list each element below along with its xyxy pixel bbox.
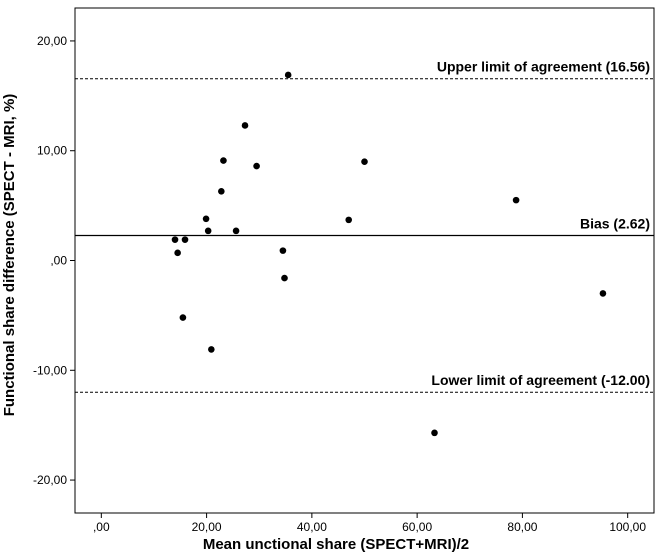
data-point (171, 236, 179, 243)
reference-line-label-2: Lower limit of agreement (-12.00) (431, 372, 650, 388)
x-axis-title: Mean unctional share (SPECT+MRI)/2 (203, 536, 469, 553)
data-point (281, 274, 288, 282)
data-point (204, 227, 212, 235)
reference-line-label-0: Upper limit of agreement (16.56) (437, 59, 650, 75)
y-tick-label: -10,00 (33, 363, 67, 377)
x-tick-label: ,00 (93, 520, 110, 534)
y-tick-label: 10,00 (37, 144, 67, 158)
data-point (181, 236, 189, 243)
x-tick-label: 60,00 (402, 520, 432, 534)
x-axis: ,00 20,00 40,00 60,00 80,00 100,00 (93, 513, 646, 534)
data-point (279, 247, 287, 254)
data-point (345, 216, 353, 224)
x-tick-label: 100,00 (609, 520, 646, 534)
data-point (431, 429, 438, 437)
data-point (361, 158, 368, 165)
reference-line-label-1: Bias (2.62) (580, 215, 650, 231)
y-axis: -20,00 -10,00 ,00 10,00 20,00 (33, 34, 75, 487)
data-point (512, 196, 520, 204)
data-points (171, 71, 607, 437)
y-tick-label: -20,00 (33, 473, 67, 487)
x-tick-label: 20,00 (192, 520, 222, 534)
x-tick-label: 80,00 (507, 520, 537, 534)
plot-area-frame (74, 7, 655, 514)
data-point (208, 346, 215, 353)
data-point (179, 314, 187, 321)
data-point (174, 249, 181, 257)
data-point (284, 71, 292, 79)
y-tick-label: 20,00 (37, 34, 67, 48)
x-tick-label: 40,00 (297, 520, 327, 534)
data-point (232, 227, 240, 235)
reference-lines: Upper limit of agreement (16.56) Bias (2.… (75, 59, 654, 393)
data-point (253, 162, 260, 170)
data-point (202, 215, 210, 223)
data-point (220, 157, 227, 164)
data-point (599, 290, 607, 297)
data-point (241, 122, 249, 129)
y-tick-label: ,00 (50, 254, 67, 268)
data-point (218, 188, 225, 195)
y-axis-title: Functional share difference (SPECT - MRI… (1, 94, 18, 417)
